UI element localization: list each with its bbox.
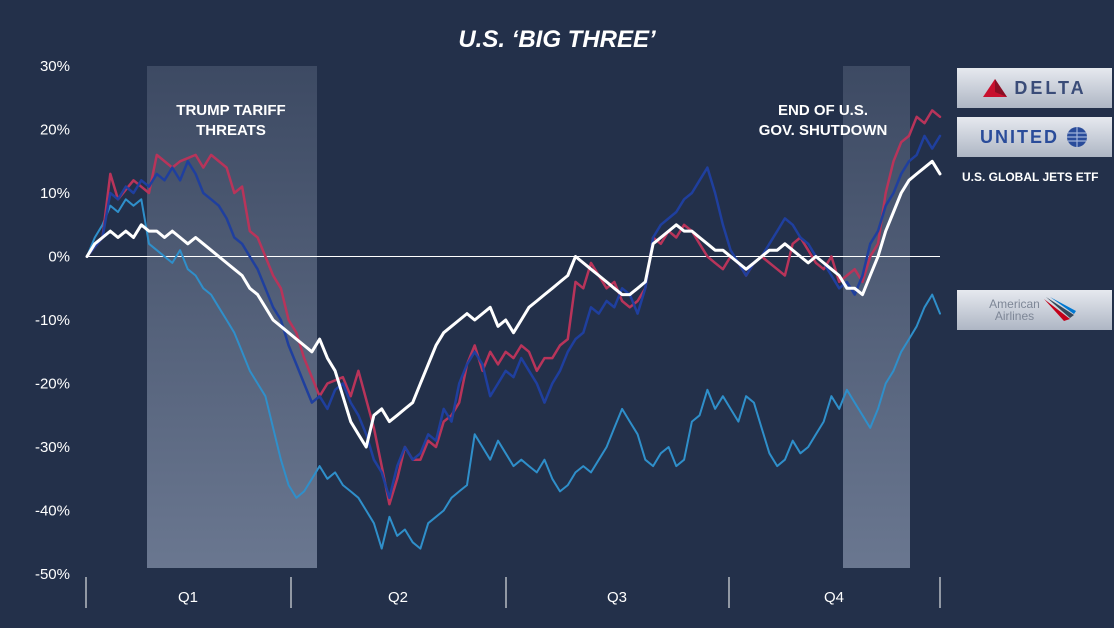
american-airlines-logo-text: American Airlines	[989, 298, 1040, 322]
series-line-u-s-global-jets-etf	[85, 159, 942, 449]
series-line-american-airlines	[86, 198, 941, 550]
annotation-label: TRUMP TARIFF THREATS	[176, 102, 285, 139]
united-logo-text: UNITED	[980, 126, 1059, 147]
quarter-label: Q3	[607, 589, 627, 606]
y-tick-label: 30%	[40, 58, 70, 75]
delta-widget-icon	[983, 79, 1008, 97]
y-tick-label: 10%	[40, 185, 70, 202]
quarter-label: Q2	[388, 589, 408, 606]
highlight-band-1	[147, 66, 317, 568]
series-line-delta	[85, 109, 942, 506]
american-flight-symbol-icon	[1043, 297, 1076, 321]
y-tick-label: -40%	[35, 503, 70, 520]
annotation-label: END OF U.S. GOV. SHUTDOWN	[759, 102, 888, 139]
american-logo-line1: American	[989, 297, 1040, 311]
highlight-bands	[147, 66, 910, 568]
delta-logo: DELTA	[957, 68, 1112, 108]
y-tick-label: -50%	[35, 566, 70, 583]
american-logo-line2: Airlines	[994, 309, 1035, 323]
quarter-label: Q1	[178, 589, 198, 606]
united-logo: UNITED	[957, 117, 1112, 157]
x-axis: Q1 Q2 Q3 Q4	[85, 577, 941, 608]
y-tick-label: 20%	[40, 122, 70, 139]
y-tick-label: 0%	[48, 249, 70, 266]
american-airlines-logo: American Airlines	[957, 290, 1112, 330]
y-tick-label: -30%	[35, 439, 70, 456]
y-axis-ticks: 30% 20% 10% 0% -10% -20% -30% -40% -50%	[35, 58, 70, 583]
chart-title: U.S. ‘BIG THREE’	[458, 26, 656, 53]
annotations: TRUMP TARIFF THREATS END OF U.S. GOV. SHUTD…	[176, 102, 887, 139]
series-line-united	[85, 134, 942, 500]
delta-logo-text: DELTA	[1014, 77, 1087, 98]
quarter-label: Q4	[824, 589, 844, 606]
y-tick-label: -10%	[35, 312, 70, 329]
united-globe-icon	[1067, 127, 1087, 147]
series-lines	[85, 109, 942, 550]
etf-legend-label: U.S. GLOBAL JETS ETF	[962, 170, 1099, 184]
y-tick-label: -20%	[35, 376, 70, 393]
highlight-band-2	[843, 66, 910, 568]
